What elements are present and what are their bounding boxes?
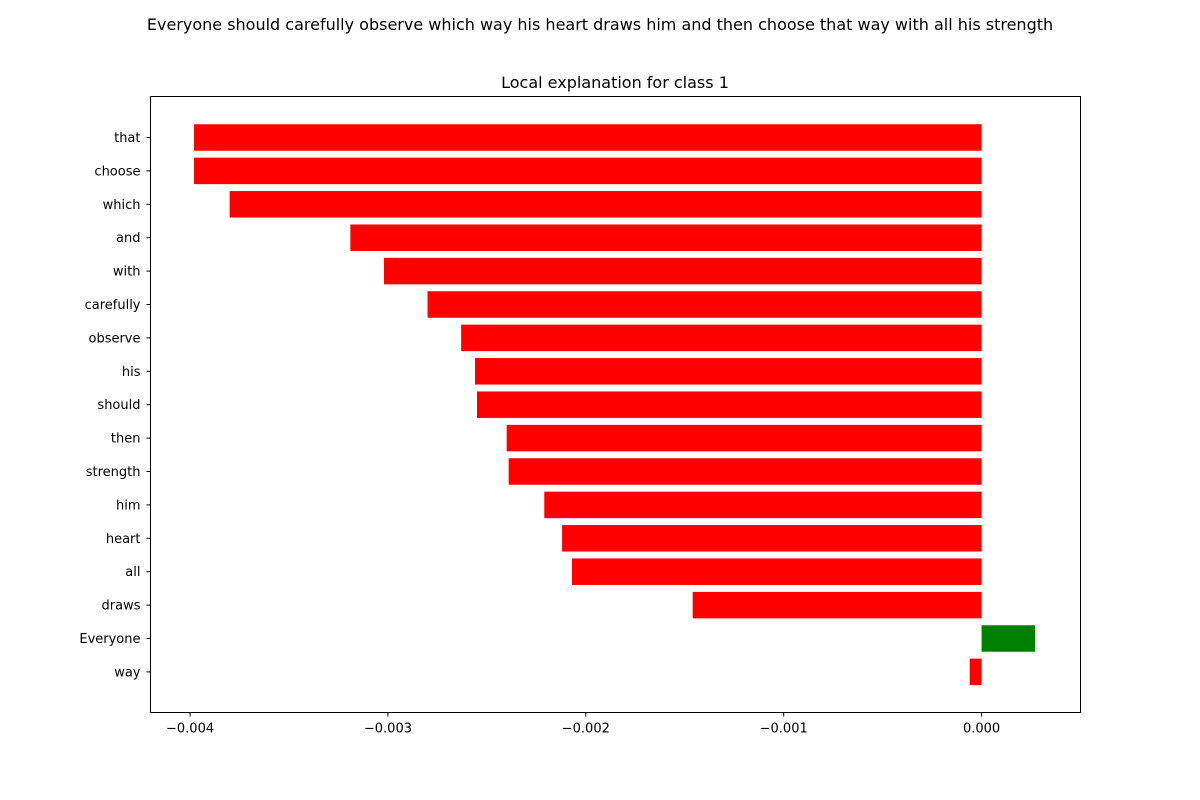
y-tick-label: that xyxy=(114,131,140,146)
bar-him xyxy=(544,491,982,519)
y-tick-label: him xyxy=(116,498,141,513)
y-tick-label: which xyxy=(103,198,141,213)
bar-and xyxy=(350,224,982,251)
bar-which xyxy=(229,191,982,218)
bar-his xyxy=(475,358,982,385)
bar-carefully xyxy=(427,291,982,318)
bar-should xyxy=(476,391,982,418)
y-tick-label: all xyxy=(125,565,140,580)
x-tick-label: −0.004 xyxy=(166,722,214,737)
x-tick-label: −0.001 xyxy=(760,722,808,737)
y-tick-label: heart xyxy=(106,532,141,547)
bars-layer xyxy=(194,124,1035,686)
y-tick-label: way xyxy=(114,665,141,680)
y-tick-label: his xyxy=(122,365,141,380)
y-tick-label: choose xyxy=(94,164,140,179)
y-axis: that choose which and with carefully observe hi… xyxy=(79,131,151,680)
y-tick-label: draws xyxy=(102,599,141,614)
x-axis: −0.004 −0.003 −0.002 −0.001 0.000 xyxy=(166,712,1000,737)
plot-frame xyxy=(150,96,1081,713)
bar-draws xyxy=(692,591,982,619)
x-tick-label: −0.002 xyxy=(562,722,610,737)
y-tick-label: Everyone xyxy=(79,632,140,647)
y-tick-label: should xyxy=(97,398,140,413)
y-tick-label: observe xyxy=(88,331,140,346)
bar-everyone xyxy=(981,625,1035,652)
y-tick-label: then xyxy=(111,432,141,447)
y-tick-label: strength xyxy=(86,465,141,480)
bar-all xyxy=(571,558,982,585)
chart-suptitle: Everyone should carefully observe which … xyxy=(147,15,1053,34)
bar-way xyxy=(969,658,982,686)
bar-strength xyxy=(508,458,982,485)
bar-choose xyxy=(194,157,982,185)
bar-with xyxy=(383,257,982,285)
y-tick-label: and xyxy=(116,231,140,246)
bar-then xyxy=(506,424,982,452)
x-tick-label: −0.003 xyxy=(364,722,412,737)
bar-that xyxy=(194,124,982,151)
y-tick-label: with xyxy=(113,265,141,280)
bar-observe xyxy=(461,324,982,352)
bar-heart xyxy=(562,525,982,552)
chart-title: Local explanation for class 1 xyxy=(501,73,729,92)
y-tick-label: carefully xyxy=(85,298,141,313)
x-tick-label: 0.000 xyxy=(963,722,1000,737)
